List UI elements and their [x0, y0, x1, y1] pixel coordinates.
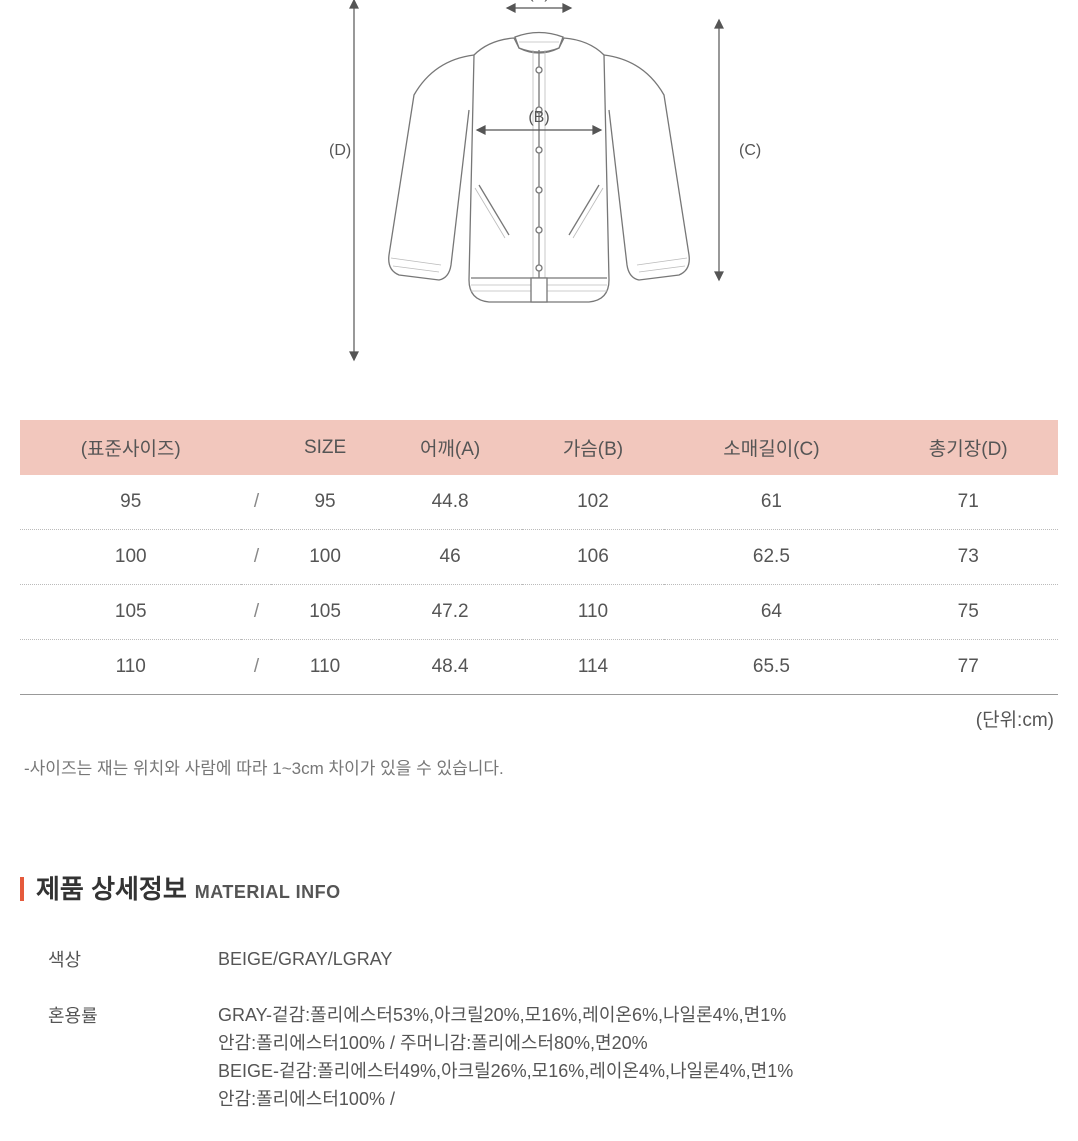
section-bar-icon [20, 877, 24, 901]
unit-label: (단위:cm) [20, 705, 1054, 732]
table-row: 100 / 100 46 106 62.5 73 [20, 530, 1058, 585]
color-value: BEIGE/GRAY/LGRAY [218, 946, 392, 974]
table-row: 105 / 105 47.2 110 64 75 [20, 585, 1058, 640]
size-diagram: (A) (B) (C) (D) [20, 0, 1058, 390]
color-label: 색상 [48, 946, 218, 974]
mix-value: GRAY-겉감:폴리에스터53%,아크릴20%,모16%,레이온6%,나일론4%… [218, 1002, 793, 1114]
jacket-svg: (A) (B) (C) (D) [299, 0, 779, 390]
col-shoulder: 어깨(A) [379, 420, 522, 475]
label-a: (A) [528, 0, 549, 2]
section-title-en: MATERIAL INFO [195, 882, 341, 903]
col-slash [241, 420, 271, 475]
mix-label: 혼용률 [48, 1002, 218, 1114]
table-row: 110 / 110 48.4 114 65.5 77 [20, 640, 1058, 695]
size-note: -사이즈는 재는 위치와 사람에 따라 1~3cm 차이가 있을 수 있습니다. [24, 754, 1058, 779]
info-row-color: 색상 BEIGE/GRAY/LGRAY [48, 946, 1058, 974]
col-std-size: (표준사이즈) [20, 420, 241, 475]
table-row: 95 / 95 44.8 102 61 71 [20, 475, 1058, 530]
col-sleeve: 소매길이(C) [664, 420, 878, 475]
material-section-title: 제품 상세정보 MATERIAL INFO [20, 869, 1058, 906]
label-b: (B) [528, 109, 549, 126]
label-c: (C) [739, 142, 761, 159]
info-row-mix: 혼용률 GRAY-겉감:폴리에스터53%,아크릴20%,모16%,레이온6%,나… [48, 1002, 1058, 1114]
col-length: 총기장(D) [878, 420, 1058, 475]
table-header-row: (표준사이즈) SIZE 어깨(A) 가슴(B) 소매길이(C) 총기장(D) [20, 420, 1058, 475]
size-table: (표준사이즈) SIZE 어깨(A) 가슴(B) 소매길이(C) 총기장(D) … [20, 420, 1058, 695]
col-chest: 가슴(B) [522, 420, 665, 475]
label-d: (D) [329, 142, 351, 159]
section-title-kr: 제품 상세정보 [36, 869, 187, 906]
col-size: SIZE [271, 420, 378, 475]
